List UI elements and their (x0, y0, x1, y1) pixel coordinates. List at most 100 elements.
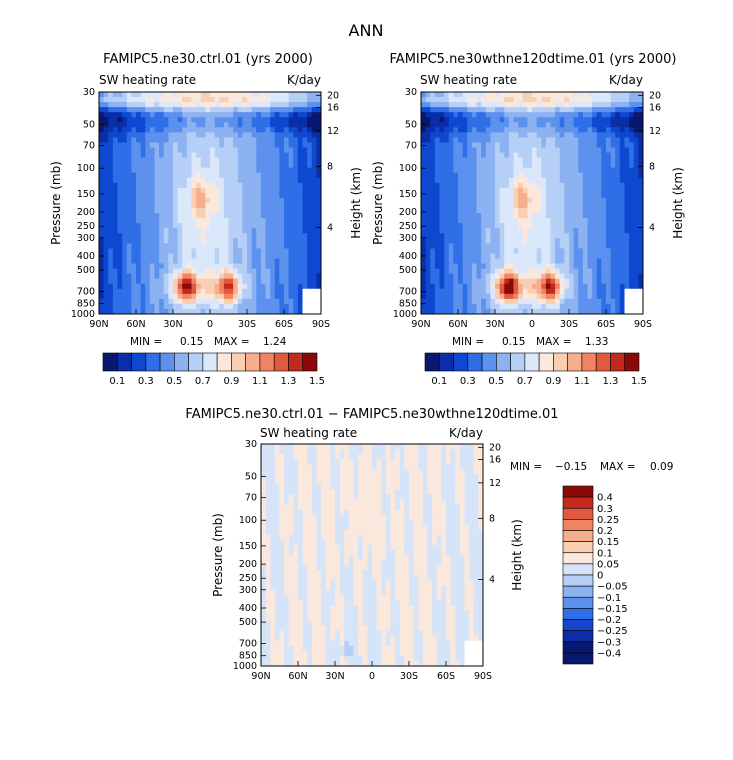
heat-cell (518, 238, 524, 244)
heat-cell (265, 142, 271, 149)
heat-cell (513, 273, 519, 280)
heat-cell (453, 273, 459, 280)
heat-cell (316, 504, 322, 511)
heat-cell (284, 147, 290, 154)
heat-cell (390, 454, 396, 460)
heat-cell (381, 449, 387, 455)
heat-cell (274, 253, 280, 260)
heat-cell (122, 263, 128, 270)
heat-cell (430, 283, 436, 290)
heat-cell (173, 187, 179, 194)
heat-cell (425, 208, 431, 214)
heat-cell (186, 92, 193, 98)
heat-cell (495, 233, 501, 239)
heat-cell (284, 444, 290, 450)
colorbar-swatch (273, 352, 289, 372)
heat-cell (541, 303, 547, 310)
heat-cell (168, 283, 174, 290)
heat-cell (513, 213, 519, 219)
heat-cell (610, 167, 616, 174)
heat-cell (251, 162, 257, 169)
heat-cell (550, 182, 556, 189)
heat-cell (293, 167, 299, 174)
heat-cell (219, 167, 225, 174)
heat-cell (418, 454, 424, 460)
heat-cell (177, 293, 183, 300)
heat-cell (418, 464, 424, 470)
heat-cell (316, 278, 321, 285)
heat-cell (473, 479, 479, 485)
heat-cell (606, 303, 612, 310)
heat-cell (219, 248, 225, 255)
heat-cell (247, 157, 253, 164)
heat-cell (619, 278, 626, 285)
heat-cell (99, 137, 105, 144)
heat-cell (592, 142, 598, 149)
heat-cell (536, 132, 542, 139)
heat-cell (335, 469, 341, 475)
heat-cell (186, 303, 193, 310)
heat-cell (367, 489, 373, 496)
heat-cell (485, 303, 491, 310)
colorbar-swatch (496, 352, 511, 372)
heat-cell (288, 494, 294, 501)
heat-cell (555, 182, 561, 189)
heat-cell (610, 162, 616, 169)
heat-cell (205, 293, 211, 300)
heat-cell (582, 238, 589, 244)
heat-cell (265, 97, 271, 103)
heat-cell (182, 162, 188, 169)
heat-cell (453, 172, 459, 179)
heat-cell (633, 238, 639, 244)
heat-cell (495, 142, 501, 149)
heat-cell (471, 97, 478, 103)
heat-cell (122, 233, 128, 239)
heat-cell (448, 187, 454, 194)
heat-cell (421, 117, 427, 123)
heat-cell (311, 444, 318, 450)
heat-cell (513, 303, 519, 310)
heat-cell (214, 233, 220, 239)
heat-cell (499, 92, 505, 98)
heat-cell (103, 293, 109, 300)
heat-cell (638, 238, 643, 244)
heat-cell (476, 288, 482, 295)
heat-cell (136, 142, 142, 149)
heat-cell (504, 92, 510, 98)
heat-cell (196, 147, 202, 154)
heat-cell (485, 298, 491, 305)
heat-cell (126, 112, 132, 118)
heat-cell (601, 298, 607, 305)
heat-cell (638, 127, 643, 133)
heat-cell (173, 218, 179, 224)
heat-cell (495, 192, 501, 199)
heat-cell (145, 218, 151, 224)
heat-cell (545, 152, 552, 159)
heat-cell (140, 288, 146, 295)
heat-cell (293, 177, 299, 184)
heat-cell (550, 152, 556, 159)
heat-cell (154, 243, 160, 250)
heat-cell (265, 117, 271, 123)
heat-cell (462, 218, 468, 224)
heat-cell (453, 213, 459, 219)
heat-cell (458, 192, 464, 199)
heat-cell (522, 208, 528, 214)
heat-cell (421, 167, 427, 174)
heat-cell (638, 248, 643, 255)
heat-cell (427, 479, 433, 485)
heat-cell (446, 499, 452, 506)
heat-cell (536, 288, 542, 295)
heat-cell (210, 283, 216, 290)
heat-cell (247, 172, 253, 179)
heat-cell (385, 444, 392, 450)
heat-cell (550, 97, 556, 103)
heat-cell (205, 147, 211, 154)
heat-cell (177, 102, 183, 108)
heat-cell (223, 192, 230, 199)
heat-cell (448, 258, 454, 265)
heat-cell (453, 228, 459, 234)
heat-cell (196, 137, 202, 144)
heat-cell (478, 474, 483, 480)
heat-cell (527, 233, 533, 239)
